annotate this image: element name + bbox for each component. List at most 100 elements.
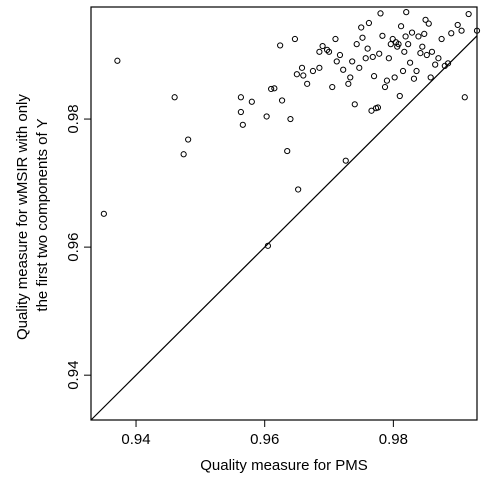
data-point <box>461 94 468 101</box>
data-point <box>180 151 187 158</box>
data-point <box>347 74 354 81</box>
data-point <box>185 136 192 143</box>
data-point <box>458 27 465 34</box>
data-point <box>325 48 333 55</box>
y-axis-label: Quality measure for wMSIR with only the … <box>14 90 51 340</box>
data-point <box>263 113 270 120</box>
data-point <box>239 121 246 128</box>
data-point <box>448 30 455 37</box>
data-point <box>422 16 429 23</box>
plot-frame <box>90 6 478 421</box>
data-point <box>293 71 300 78</box>
data-point <box>428 48 436 55</box>
data-point <box>336 51 344 59</box>
data-point <box>316 48 323 55</box>
data-point <box>300 72 307 79</box>
data-point <box>399 67 407 75</box>
data-point <box>444 60 452 67</box>
data-point <box>349 58 356 65</box>
data-point <box>319 42 326 50</box>
data-point <box>419 43 426 50</box>
data-point <box>291 35 299 43</box>
data-point <box>415 33 422 40</box>
data-point <box>340 66 347 73</box>
data-point <box>248 98 255 105</box>
y-tick-label: 0.94 <box>65 361 82 390</box>
data-point <box>408 29 416 36</box>
data-point <box>271 85 278 92</box>
data-point <box>268 85 275 93</box>
data-point <box>377 10 384 17</box>
data-point <box>237 108 244 116</box>
data-point <box>345 80 352 87</box>
data-point <box>417 50 424 57</box>
y-tick-label: 0.96 <box>65 233 82 262</box>
data-point <box>438 35 445 43</box>
data-point <box>423 51 430 59</box>
data-point <box>358 24 365 31</box>
data-point <box>309 67 317 75</box>
data-point <box>425 20 432 27</box>
data-point <box>287 115 294 123</box>
data-point <box>370 73 378 80</box>
data-point <box>432 61 439 68</box>
data-point <box>413 67 420 75</box>
data-point <box>406 59 414 66</box>
data-point <box>473 27 481 34</box>
data-point <box>369 53 376 61</box>
data-point <box>465 10 472 18</box>
data-point <box>353 41 360 48</box>
data-point <box>316 64 323 71</box>
data-point <box>401 48 408 55</box>
data-point <box>278 97 286 104</box>
data-point <box>435 55 442 62</box>
identity-line <box>90 35 478 421</box>
data-point <box>359 34 366 41</box>
data-point <box>395 41 402 48</box>
data-point <box>284 147 291 155</box>
x-tick-label: 0.98 <box>379 431 408 448</box>
data-point <box>295 186 302 193</box>
data-point <box>329 83 336 91</box>
data-point <box>396 92 403 100</box>
data-point <box>381 83 389 91</box>
data-point <box>391 74 398 81</box>
data-point <box>387 41 394 48</box>
data-point <box>298 64 306 71</box>
data-point <box>403 9 410 16</box>
data-point <box>356 64 363 71</box>
data-point <box>171 94 178 101</box>
data-point <box>405 41 412 48</box>
reference-line-layer <box>90 35 478 421</box>
y-axis-label-line-2: the first two components of Y <box>34 118 51 311</box>
x-axis-label: Quality measure for PMS <box>200 457 368 474</box>
x-axis: 0.94 0.96 0.98 <box>121 420 408 448</box>
x-tick-label: 0.96 <box>250 431 279 448</box>
y-axis-label-line-1: Quality measure for wMSIR with only <box>14 94 31 340</box>
data-point <box>237 94 244 101</box>
data-point <box>365 19 373 27</box>
data-point <box>397 23 405 30</box>
data-point <box>342 157 349 164</box>
data-point <box>402 33 409 40</box>
data-point <box>114 57 121 64</box>
data-point <box>421 30 428 37</box>
data-point <box>374 104 382 111</box>
data-point <box>368 107 375 114</box>
data-point <box>410 75 418 82</box>
data-point <box>389 35 396 43</box>
data-point <box>351 101 358 108</box>
data-point <box>454 21 461 29</box>
data-point <box>364 45 371 52</box>
y-axis: 0.94 0.96 0.98 <box>65 104 91 390</box>
data-point <box>264 242 272 249</box>
data-point <box>362 55 369 62</box>
y-tick-label: 0.98 <box>65 104 82 133</box>
data-point <box>332 35 339 43</box>
data-point <box>427 74 434 81</box>
data-point <box>385 55 392 62</box>
data-point <box>379 32 386 39</box>
data-point <box>324 46 331 54</box>
data-point <box>277 42 284 49</box>
